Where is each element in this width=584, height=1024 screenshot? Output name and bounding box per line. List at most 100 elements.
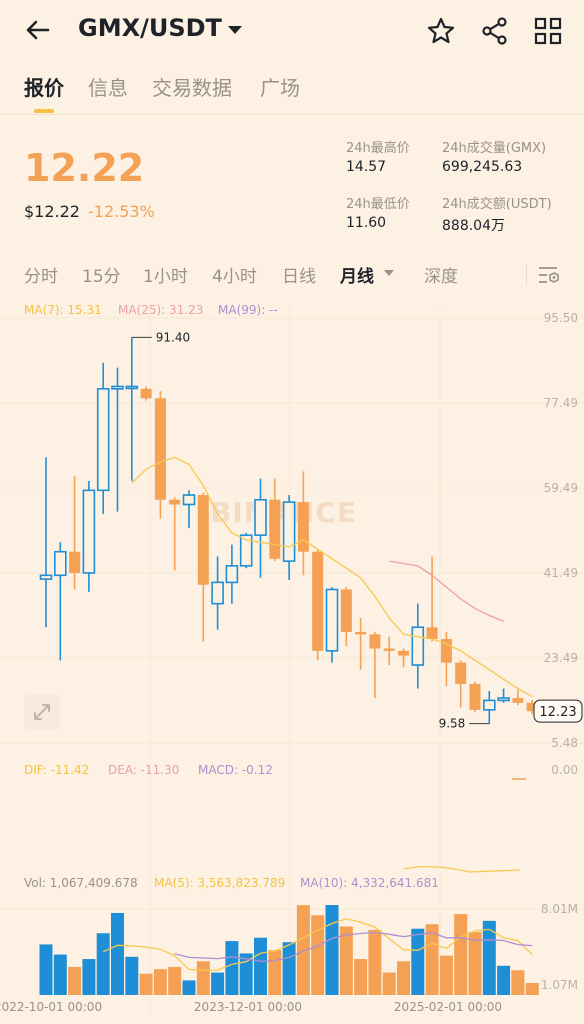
chevron-down-icon[interactable] xyxy=(228,26,242,34)
chevron-down-icon[interactable] xyxy=(384,270,394,276)
candle-body xyxy=(355,631,367,635)
tab-info[interactable]: 信息 xyxy=(88,76,128,100)
volume-bar xyxy=(196,961,210,995)
volume-bar xyxy=(382,972,396,995)
x-axis-label: 2023-12-01 00:00 xyxy=(194,1000,302,1014)
volume-bar xyxy=(39,944,53,995)
low-value: 11.60 xyxy=(346,215,387,231)
tab-square[interactable]: 广场 xyxy=(260,76,300,100)
ma99-legend: MA(99): -- xyxy=(218,303,278,317)
candle-body xyxy=(526,702,538,712)
divider xyxy=(526,264,527,286)
candle-body xyxy=(369,634,381,649)
candle-body xyxy=(512,698,524,703)
current-price-tag xyxy=(533,699,583,723)
interval-time[interactable]: 分时 xyxy=(24,267,58,287)
volume-bar xyxy=(82,959,96,995)
volume-ma10-line xyxy=(174,931,533,962)
volume-ma5-line xyxy=(102,918,533,971)
main-tabs: 报价 信息 交易数据 广场 xyxy=(0,62,584,114)
pair-title[interactable]: GMX/USDT xyxy=(78,14,222,42)
candle-body xyxy=(482,699,496,711)
volume-bar xyxy=(225,941,239,995)
volume-bar xyxy=(211,972,225,995)
amt-label: 24h成交额(USDT) xyxy=(442,197,552,212)
candle-body xyxy=(340,589,352,632)
volume-bar xyxy=(125,956,139,995)
interval-4h[interactable]: 4小时 xyxy=(212,267,257,287)
candle-body xyxy=(440,639,452,663)
candle-body xyxy=(239,534,253,567)
y-axis-label: 95.50 xyxy=(544,311,578,325)
vol-legend: Vol: 1,067,409.678 xyxy=(24,876,138,890)
volume-bar xyxy=(53,954,67,995)
grid-icon[interactable] xyxy=(533,16,563,46)
interval-1h[interactable]: 1小时 xyxy=(143,267,188,287)
last-price: 12.22 xyxy=(24,146,145,190)
volume-bar xyxy=(111,912,124,995)
candle-body xyxy=(383,648,395,651)
volume-bar xyxy=(68,966,82,995)
volume-bar xyxy=(397,961,410,995)
high-marker-label: 91.40 xyxy=(156,330,190,344)
usd-price: $12.22 xyxy=(24,202,80,221)
x-axis-label: 2025-02-01 00:00 xyxy=(394,1000,502,1014)
volume-bar xyxy=(325,905,339,995)
candle-body xyxy=(53,550,67,577)
volume-axis-label: 8.01M xyxy=(541,902,578,916)
fullscreen-button[interactable] xyxy=(24,694,60,730)
volume-bar xyxy=(311,915,325,995)
dif-line xyxy=(403,865,521,873)
chart-settings-icon[interactable] xyxy=(537,264,561,286)
candle-body xyxy=(169,499,181,505)
x-axis-label: 2022-10-01 00:00 xyxy=(0,1000,102,1014)
high-value: 14.57 xyxy=(346,159,387,175)
volume-bar xyxy=(96,933,110,995)
vol-ma10-legend: MA(10): 4,332,641.681 xyxy=(300,876,439,890)
volume-axis-label: 1.07M xyxy=(541,978,578,992)
candle-body xyxy=(426,627,438,640)
interval-1d[interactable]: 日线 xyxy=(282,267,316,287)
interval-15m[interactable]: 15分 xyxy=(82,267,121,287)
candle-body xyxy=(325,588,339,652)
volume-bar xyxy=(368,929,382,995)
interval-1M[interactable]: 月线 xyxy=(340,267,374,287)
candle-body xyxy=(269,499,281,559)
volume-bar xyxy=(439,955,453,995)
candle-body xyxy=(297,502,309,552)
vol-label: 24h成交量(GMX) xyxy=(442,141,547,156)
candle-body xyxy=(455,662,467,684)
candle-body xyxy=(469,683,481,710)
volume-bar xyxy=(411,928,425,995)
candle-body xyxy=(497,697,510,702)
star-icon[interactable] xyxy=(426,16,456,46)
y-axis-label: 77.49 xyxy=(544,396,578,410)
low-label: 24h最低价 xyxy=(346,197,410,212)
tab-quote[interactable]: 报价 xyxy=(24,76,64,100)
back-arrow-icon[interactable] xyxy=(22,14,54,46)
expand-icon xyxy=(34,704,50,720)
candle-body xyxy=(39,574,53,580)
volume-bar xyxy=(182,980,196,995)
tab-trading-data[interactable]: 交易数据 xyxy=(152,76,232,100)
candle-body xyxy=(282,501,296,562)
macd-axis-label: 0.00 xyxy=(551,763,578,777)
volume-bar xyxy=(254,937,267,995)
top-bar: GMX/USDT xyxy=(0,0,584,62)
volume-bar xyxy=(139,973,153,995)
candle-body xyxy=(197,495,209,585)
volume-bar xyxy=(268,950,282,995)
ma7-line xyxy=(131,456,533,698)
divider xyxy=(0,114,584,115)
volume-bar xyxy=(425,924,439,995)
kline-chart[interactable]: 95.50 77.49 59.49 41.49 23.49 5.48 91.40 9.58 12… xyxy=(0,296,584,1024)
interval-depth[interactable]: 深度 xyxy=(424,267,458,287)
candle-body xyxy=(154,398,166,500)
y-axis-label: 59.49 xyxy=(544,481,578,495)
volume-bar xyxy=(511,970,525,995)
ma25-legend: MA(25): 31.23 xyxy=(118,303,204,317)
ma7-legend: MA(7): 15.31 xyxy=(24,303,102,317)
candle-body xyxy=(312,551,324,651)
share-icon[interactable] xyxy=(480,16,510,46)
current-price-tag-label: 12.23 xyxy=(539,705,576,720)
